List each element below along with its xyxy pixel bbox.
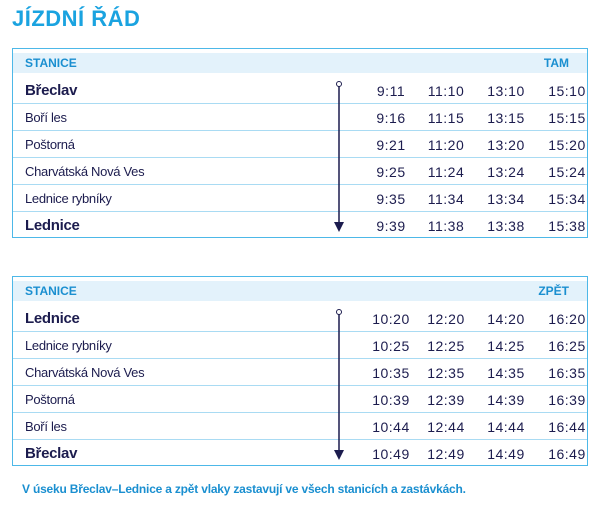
departure-time: 10:35 bbox=[372, 365, 410, 381]
departure-time: 11:10 bbox=[427, 83, 465, 99]
departure-time: 15:34 bbox=[548, 191, 586, 207]
departure-time: 9:16 bbox=[376, 110, 406, 126]
departure-time: 10:25 bbox=[372, 338, 410, 354]
stop-row: Lednice rybníky 9:35 11:34 13:34 15:34 bbox=[13, 185, 587, 212]
departure-time: 10:20 bbox=[372, 311, 410, 327]
departure-time: 10:44 bbox=[372, 419, 410, 435]
departure-time: 10:49 bbox=[372, 446, 410, 462]
departure-time: 13:10 bbox=[487, 83, 525, 99]
departure-time: 12:35 bbox=[427, 365, 465, 381]
departure-time: 15:20 bbox=[548, 137, 586, 153]
stop-row: Lednice 9:39 11:38 13:38 15:38 bbox=[13, 212, 587, 239]
station-name: Břeclav bbox=[25, 445, 78, 462]
stop-row: Lednice 10:20 12:20 14:20 16:20 bbox=[13, 305, 587, 332]
stop-row: Břeclav 10:49 12:49 14:49 16:49 bbox=[13, 440, 587, 467]
departure-time: 16:35 bbox=[548, 365, 586, 381]
direction-arrow bbox=[334, 309, 344, 460]
departure-time: 16:20 bbox=[548, 311, 586, 327]
departure-time: 12:20 bbox=[427, 311, 465, 327]
departure-time: 12:44 bbox=[427, 419, 465, 435]
stop-row: Boří les 10:44 12:44 14:44 16:44 bbox=[13, 413, 587, 440]
departure-time: 11:24 bbox=[427, 164, 465, 180]
departure-time: 11:15 bbox=[427, 110, 465, 126]
station-name: Poštorná bbox=[25, 392, 75, 407]
station-name: Břeclav bbox=[25, 82, 78, 99]
departure-time: 12:49 bbox=[427, 446, 465, 462]
departure-time: 16:44 bbox=[548, 419, 586, 435]
departure-time: 15:10 bbox=[548, 83, 586, 99]
departure-time: 14:35 bbox=[487, 365, 525, 381]
station-name: Lednice bbox=[25, 310, 80, 327]
departure-time: 14:39 bbox=[487, 392, 525, 408]
stop-row: Poštorná 10:39 12:39 14:39 16:39 bbox=[13, 386, 587, 413]
stop-row: Charvátská Nová Ves 10:35 12:35 14:35 16:35 bbox=[13, 359, 587, 386]
station-name: Boří les bbox=[25, 110, 67, 125]
station-name: Charvátská Nová Ves bbox=[25, 365, 145, 380]
departure-time: 15:38 bbox=[548, 218, 586, 234]
departure-time: 13:38 bbox=[487, 218, 525, 234]
timetable: STANICE ZPĚT Lednice 10:20 12:20 14:20 16:20 Le… bbox=[12, 276, 588, 466]
departure-time: 11:20 bbox=[427, 137, 465, 153]
departure-time: 11:34 bbox=[427, 191, 465, 207]
departure-time: 14:49 bbox=[487, 446, 525, 462]
stop-row: Boří les 9:16 11:15 13:15 15:15 bbox=[13, 104, 587, 131]
table-header: STANICE ZPĚT bbox=[13, 281, 587, 301]
title: JÍZDNÍ ŘÁD bbox=[12, 6, 141, 31]
station-name: Charvátská Nová Ves bbox=[25, 164, 145, 179]
station-header: STANICE bbox=[25, 56, 77, 70]
timetable: STANICE TAM Břeclav 9:11 11:10 13:10 15:10 Boří… bbox=[12, 48, 588, 238]
departure-time: 14:44 bbox=[487, 419, 525, 435]
departure-time: 13:20 bbox=[487, 137, 525, 153]
departure-time: 9:21 bbox=[376, 137, 406, 153]
departure-time: 12:39 bbox=[427, 392, 465, 408]
departure-time: 12:25 bbox=[427, 338, 465, 354]
departure-time: 13:15 bbox=[487, 110, 525, 126]
departure-time: 16:39 bbox=[548, 392, 586, 408]
station-name: Poštorná bbox=[25, 137, 75, 152]
departure-time: 15:15 bbox=[548, 110, 586, 126]
departure-time: 16:49 bbox=[548, 446, 586, 462]
departure-time: 13:24 bbox=[487, 164, 525, 180]
direction-arrow bbox=[334, 81, 344, 232]
direction-header: TAM bbox=[543, 56, 569, 70]
stop-row: Lednice rybníky 10:25 12:25 14:25 16:25 bbox=[13, 332, 587, 359]
departure-time: 13:34 bbox=[487, 191, 525, 207]
departure-time: 14:20 bbox=[487, 311, 525, 327]
stop-row: Břeclav 9:11 11:10 13:10 15:10 bbox=[13, 77, 587, 104]
table-header: STANICE TAM bbox=[13, 53, 587, 73]
station-name: Boří les bbox=[25, 419, 67, 434]
station-name: Lednice rybníky bbox=[25, 191, 112, 206]
departure-time: 16:25 bbox=[548, 338, 586, 354]
departure-time: 15:24 bbox=[548, 164, 586, 180]
departure-time: 10:39 bbox=[372, 392, 410, 408]
note: V úseku Břeclav–Lednice a zpět vlaky zas… bbox=[22, 482, 466, 496]
departure-time: 9:35 bbox=[376, 191, 406, 207]
station-name: Lednice rybníky bbox=[25, 338, 112, 353]
stop-row: Poštorná 9:21 11:20 13:20 15:20 bbox=[13, 131, 587, 158]
departure-time: 9:39 bbox=[376, 218, 406, 234]
departure-time: 14:25 bbox=[487, 338, 525, 354]
station-name: Lednice bbox=[25, 217, 80, 234]
direction-header: ZPĚT bbox=[538, 284, 569, 298]
departure-time: 9:25 bbox=[376, 164, 406, 180]
stop-row: Charvátská Nová Ves 9:25 11:24 13:24 15:24 bbox=[13, 158, 587, 185]
station-header: STANICE bbox=[25, 284, 77, 298]
departure-time: 9:11 bbox=[376, 83, 406, 99]
departure-time: 11:38 bbox=[427, 218, 465, 234]
